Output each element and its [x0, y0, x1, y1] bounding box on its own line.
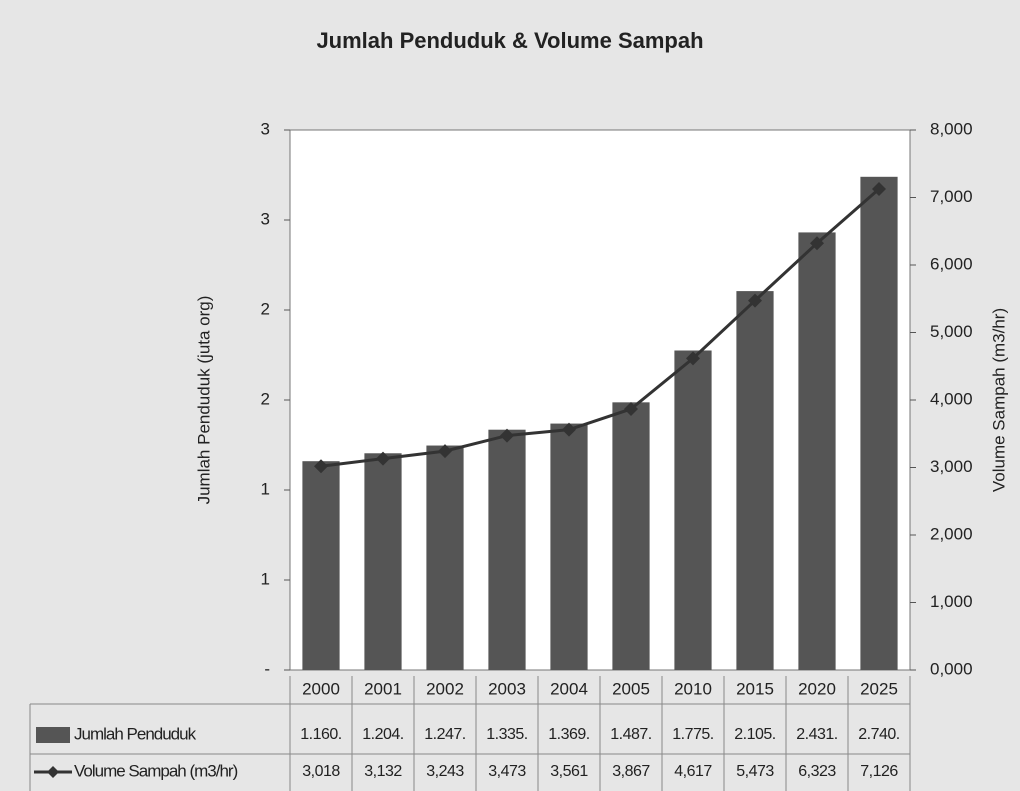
y2-axis-title: Volume Sampah (m3/hr) — [989, 308, 1008, 492]
bar — [550, 424, 587, 670]
data-label: 2.431. — [796, 726, 837, 743]
data-label: 3,132 — [364, 763, 402, 780]
data-label: 6,323 — [798, 763, 836, 780]
data-label: 1.369. — [548, 726, 589, 743]
data-label: 3,243 — [426, 763, 464, 780]
chart: Jumlah Penduduk & Volume Sampah Jumlah P… — [0, 0, 1020, 791]
x-tick-label: 2002 — [426, 679, 464, 698]
data-label: 1.487. — [610, 726, 651, 743]
data-label: 1.335. — [486, 726, 527, 743]
bar — [364, 453, 401, 670]
bar — [302, 461, 339, 670]
data-label: 1.247. — [424, 726, 465, 743]
page: Jumlah Penduduk & Volume Sampah Jumlah P… — [0, 0, 1020, 791]
data-label: 2.740. — [858, 726, 899, 743]
data-label: 1.775. — [672, 726, 713, 743]
data-label: 3,018 — [302, 763, 340, 780]
legend-label: Jumlah Penduduk — [74, 724, 197, 743]
x-tick-label: 2004 — [550, 679, 588, 698]
bar — [860, 177, 897, 670]
y2ticks-tick-label: 5,000 — [930, 322, 973, 341]
x-tick-label: 2000 — [302, 679, 340, 698]
x-tick-label: 2005 — [612, 679, 650, 698]
bar — [488, 430, 525, 670]
yticks-tick-label: - — [264, 659, 270, 678]
yticks-tick-label: 2 — [261, 299, 270, 318]
x-tick-label: 2010 — [674, 679, 712, 698]
yticks-tick-label: 1 — [261, 569, 270, 588]
y2ticks-tick-label: 1,000 — [930, 592, 973, 611]
data-label: 2.105. — [734, 726, 775, 743]
bar — [426, 446, 463, 670]
data-label: 3,473 — [488, 763, 526, 780]
y2ticks-tick-label: 0,000 — [930, 659, 973, 678]
data-label: 1.204. — [362, 726, 403, 743]
x-tick-label: 2025 — [860, 679, 898, 698]
data-label: 5,473 — [736, 763, 774, 780]
chart-title: Jumlah Penduduk & Volume Sampah — [316, 28, 703, 53]
x-tick-label: 2003 — [488, 679, 526, 698]
yticks-tick-label: 1 — [261, 479, 270, 498]
data-label: 3,561 — [550, 763, 588, 780]
yticks-tick-label: 3 — [261, 209, 270, 228]
bar — [736, 291, 773, 670]
legend-label: Volume Sampah (m3/hr) — [74, 761, 238, 780]
bar — [798, 232, 835, 670]
x-tick-label: 2015 — [736, 679, 774, 698]
x-tick-label: 2020 — [798, 679, 836, 698]
data-label: 3,867 — [612, 763, 650, 780]
legend-swatch — [36, 727, 70, 743]
data-label: 1.160. — [300, 726, 341, 743]
y2ticks-tick-label: 8,000 — [930, 119, 973, 138]
yticks-tick-label: 2 — [261, 389, 270, 408]
y2ticks-tick-label: 7,000 — [930, 187, 973, 206]
data-label: 4,617 — [674, 763, 712, 780]
bar — [612, 402, 649, 670]
y2ticks-tick-label: 3,000 — [930, 457, 973, 476]
yticks-tick-label: 3 — [261, 119, 270, 138]
y2ticks-tick-label: 2,000 — [930, 524, 973, 543]
y-axis-title: Jumlah Penduduk (juta org) — [194, 296, 213, 505]
y2ticks-tick-label: 6,000 — [930, 254, 973, 273]
y2ticks-tick-label: 4,000 — [930, 389, 973, 408]
bar — [674, 351, 711, 671]
data-label: 7,126 — [860, 763, 898, 780]
x-tick-label: 2001 — [364, 679, 402, 698]
